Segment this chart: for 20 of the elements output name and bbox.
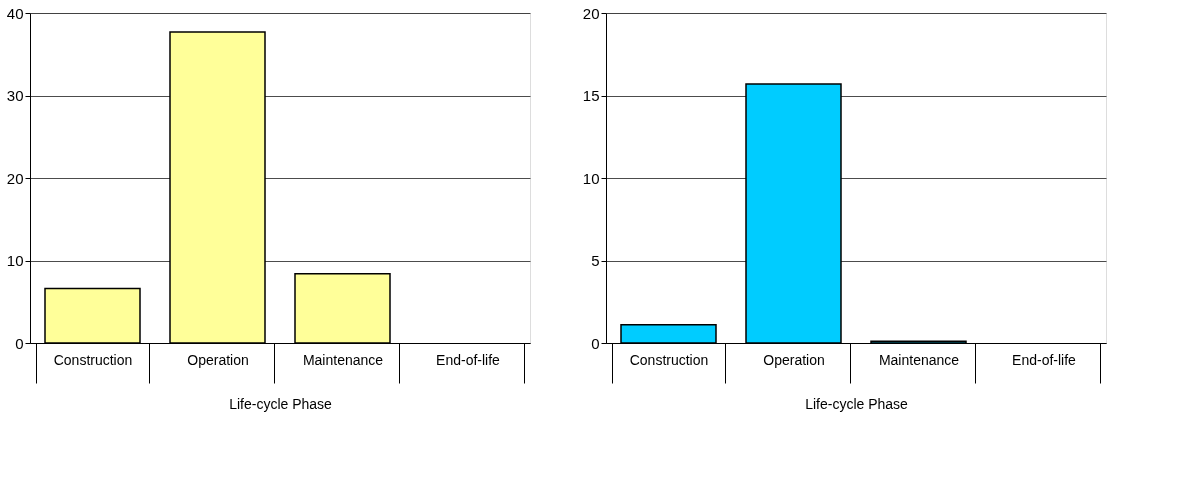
y-tick-label: 10 (582, 169, 600, 187)
y-tick-label: 20 (582, 4, 600, 22)
y-tick-label: 30 (6, 87, 24, 104)
x-axis-title: Life-cycle Phase (805, 396, 909, 412)
y-tick-label: 0 (15, 334, 24, 352)
x-tick-label: Construction (629, 351, 709, 368)
x-tick-label: Construction (53, 351, 133, 368)
x-axis-title: Life-cycle Phase (229, 396, 333, 412)
y-tick-label: 20 (6, 169, 24, 187)
x-tick-label: Maintenance (878, 351, 960, 368)
x-tick-label: End-of-life (436, 351, 501, 368)
x-tick-label: End-of-life (1012, 351, 1077, 368)
x-tick-label: Operation (187, 351, 249, 368)
x-tick-label: Operation (763, 351, 825, 368)
y-tick-label: 15 (582, 87, 600, 104)
x-tick-label: Maintenance (302, 351, 384, 368)
y-tick-label: 40 (6, 4, 24, 22)
y-tick-label: 10 (6, 252, 24, 269)
y-tick-label: 0 (591, 334, 600, 352)
y-tick-label: 5 (591, 252, 600, 269)
